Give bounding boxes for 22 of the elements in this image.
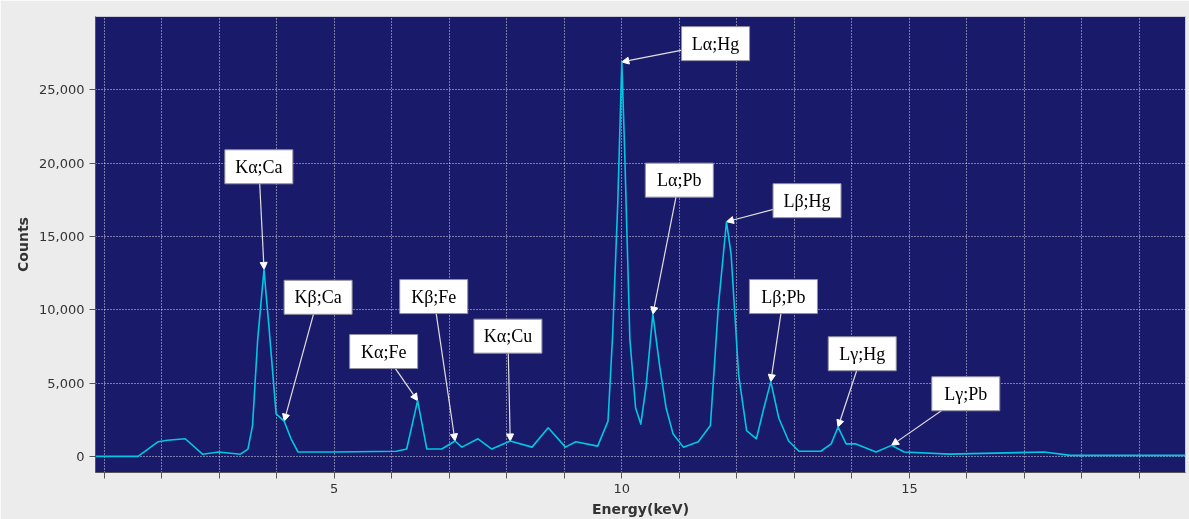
annotation: Lβ;Pb (761, 286, 806, 307)
y-tick-label: 20,000 (39, 155, 85, 171)
x-tick-label: 10 (613, 480, 631, 496)
x-tick-label: 5 (330, 480, 339, 496)
y-tick-label: 25,000 (39, 82, 85, 98)
annotation: Kβ;Fe (411, 286, 457, 307)
annotation: Kα;Fe (360, 341, 407, 362)
annotation: Lβ;Hg (783, 190, 831, 211)
annotation: Kα;Ca (235, 156, 283, 177)
annotation: Lα;Pb (657, 170, 702, 191)
annotation: Lγ;Pb (944, 383, 988, 404)
y-tick-label: 15,000 (39, 228, 85, 244)
annotation: Lα;Hg (691, 33, 740, 54)
annotation: Kβ;Ca (294, 287, 342, 308)
x-tick-label: 15 (901, 480, 918, 496)
y-tick-label: 5,000 (47, 375, 85, 391)
y-axis-title: Counts (15, 217, 32, 272)
annotation: Kα;Cu (483, 326, 533, 347)
x-axis-title: Energy(keV) (591, 500, 690, 517)
y-tick-label: 10,000 (39, 302, 85, 318)
y-tick-label: 0 (76, 448, 85, 464)
annotation: Lγ;Hg (839, 343, 886, 364)
